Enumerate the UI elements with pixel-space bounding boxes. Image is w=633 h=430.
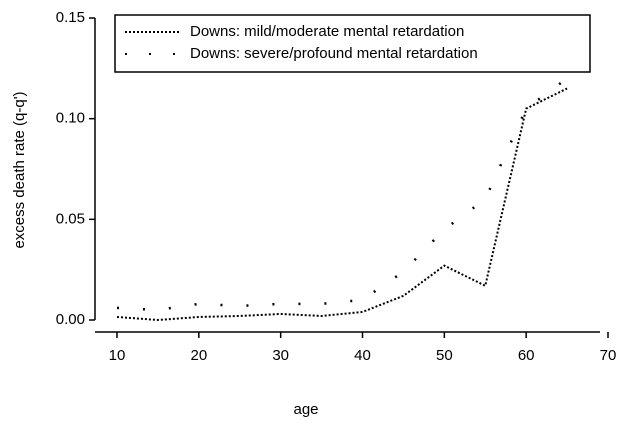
- y-tick-label: 0.15: [56, 9, 85, 26]
- x-tick-label: 60: [518, 347, 535, 364]
- x-axis-label: age: [293, 401, 318, 418]
- legend-label: Downs: mild/moderate mental retardation: [190, 23, 464, 40]
- y-axis-label: excess death rate (q-q'): [11, 91, 28, 248]
- y-tick-label: 0.05: [56, 210, 85, 227]
- x-tick-label: 50: [436, 347, 453, 364]
- series-line: [116, 77, 568, 312]
- y-tick-label: 0.10: [56, 110, 85, 127]
- x-tick-label: 70: [600, 347, 617, 364]
- legend-label: Downs: severe/profound mental retardatio…: [190, 45, 478, 62]
- y-tick-label: 0.00: [56, 311, 85, 328]
- x-tick-label: 30: [272, 347, 289, 364]
- x-tick-label: 40: [354, 347, 371, 364]
- series-line: [116, 87, 568, 322]
- x-tick-label: 10: [109, 347, 126, 364]
- x-tick-label: 20: [190, 347, 207, 364]
- legend-box: [114, 14, 591, 73]
